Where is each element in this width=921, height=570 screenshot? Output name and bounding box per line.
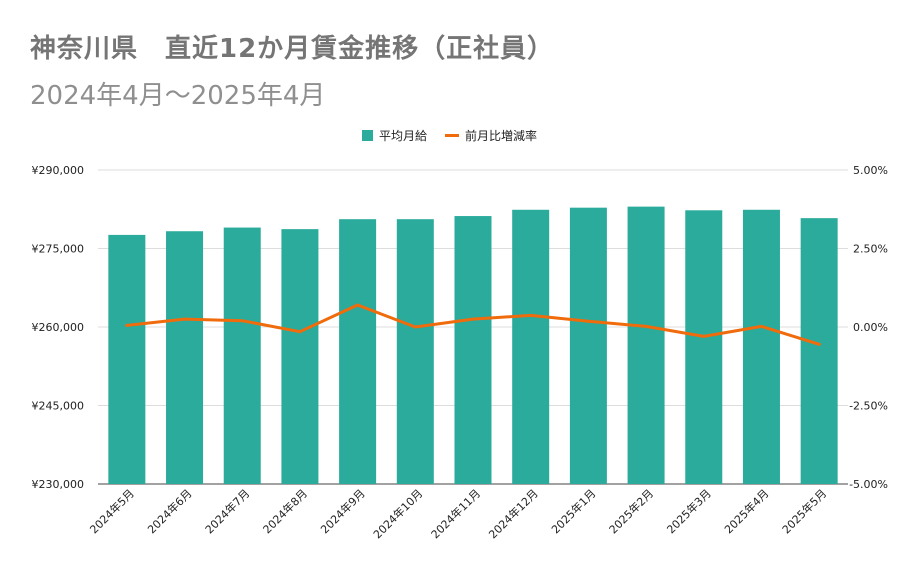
x-tick-label: 2024年8月 <box>260 486 310 536</box>
rate-point <box>529 313 533 317</box>
x-tick-label: 2024年5月 <box>87 486 137 536</box>
rate-point <box>644 324 648 328</box>
legend-swatch-line <box>445 134 459 137</box>
y-right-tick-label: 2.50% <box>853 243 888 256</box>
rate-point <box>413 325 417 329</box>
bar <box>454 216 492 484</box>
bar <box>223 227 261 485</box>
x-tick-label: 2025年2月 <box>606 486 656 536</box>
x-tick-label: 2025年5月 <box>779 486 829 536</box>
rate-point <box>817 342 821 346</box>
legend-label-bar: 平均月給 <box>379 129 427 143</box>
rate-point <box>471 317 475 321</box>
legend: 平均月給 前月比増減率 <box>362 128 537 143</box>
x-tick-label: 2024年10月 <box>370 486 425 541</box>
bars <box>108 206 838 485</box>
left-axis: ¥230,000 ¥245,000 ¥260,000 ¥275,000 ¥290,000 <box>32 164 85 491</box>
bar <box>800 218 838 484</box>
chart-title: 神奈川県 直近12か月賃金推移（正社員） <box>30 34 555 64</box>
x-tick-label: 2024年9月 <box>318 486 368 536</box>
bar <box>108 234 146 484</box>
rate-point <box>183 317 187 321</box>
bar <box>281 229 319 484</box>
x-tick-label: 2025年3月 <box>664 486 714 536</box>
bar <box>742 209 780 485</box>
y-left-tick-label: ¥230,000 <box>32 478 85 491</box>
y-right-tick-label: 5.00% <box>853 164 888 177</box>
legend-label-line: 前月比増減率 <box>465 128 537 143</box>
y-left-tick-label: ¥275,000 <box>32 243 85 256</box>
x-axis: 2024年5月 2024年6月 2024年7月 2024年8月 2024年9月 2024年… <box>87 486 830 541</box>
y-right-tick-label: 0.00% <box>853 321 888 334</box>
x-tick-label: 2024年7月 <box>202 486 252 536</box>
bar <box>627 206 665 484</box>
chart-subtitle: 2024年4月～2025年4月 <box>30 81 326 111</box>
rate-point <box>298 330 302 334</box>
y-left-tick-label: ¥245,000 <box>32 400 85 413</box>
bar <box>569 207 607 484</box>
y-right-tick-label: -2.50% <box>849 400 888 413</box>
right-axis: -5.00% -2.50% 0.00% 2.50% 5.00% <box>849 164 888 491</box>
line-series <box>125 303 821 346</box>
x-tick-label: 2024年12月 <box>486 486 541 541</box>
x-tick-label: 2025年4月 <box>721 486 771 536</box>
x-tick-label: 2025年1月 <box>548 486 598 536</box>
bar <box>339 219 377 484</box>
bar <box>166 231 204 484</box>
rate-point <box>702 334 706 338</box>
legend-swatch-bar <box>362 130 373 141</box>
bar <box>685 210 723 484</box>
y-left-tick-label: ¥290,000 <box>32 164 85 177</box>
x-tick-label: 2024年11月 <box>428 486 483 541</box>
rate-point <box>356 303 360 307</box>
bar <box>512 209 550 485</box>
rate-point <box>125 323 129 327</box>
x-tick-label: 2024年6月 <box>144 486 194 536</box>
y-left-tick-label: ¥260,000 <box>32 321 85 334</box>
rate-point <box>586 319 590 323</box>
bar <box>396 219 434 484</box>
rate-point <box>759 324 763 328</box>
rate-point <box>240 319 244 323</box>
y-right-tick-label: -5.00% <box>849 478 888 491</box>
